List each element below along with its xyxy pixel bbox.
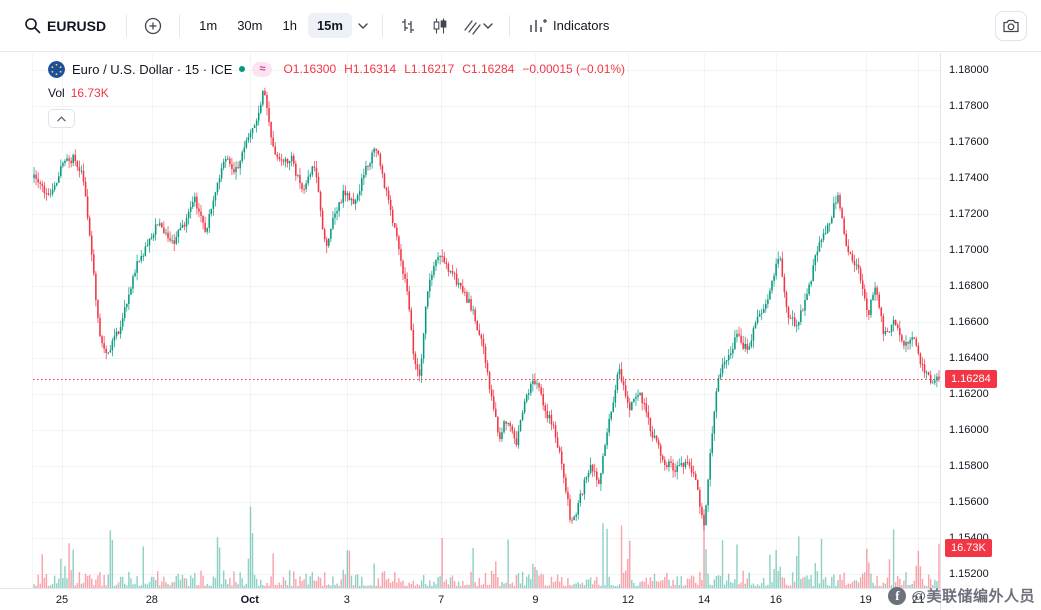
volume-axis-badge: 16.73K [945,539,992,557]
camera-icon [1003,19,1019,32]
indicators-label: Indicators [552,18,610,33]
symbol-legend: Euro / U.S. Dollar · 15 · ICE ≈ O1.16300… [48,59,625,128]
symbol-search-button[interactable]: EURUSD [14,11,116,40]
last-price-badge: 1.16284 [945,369,997,388]
time-tick-label: 25 [55,594,69,606]
ohlc-values: O1.16300 H1.16314 L1.16217 C1.16284 −0.0… [283,62,625,76]
line-style-menu-button[interactable] [457,12,499,40]
interval-menu-button[interactable] [354,19,372,33]
interval-button-1h[interactable]: 1h [273,13,305,38]
symbol-label: EURUSD [47,17,107,34]
price-tick-label: 1.17200 [949,207,989,220]
time-tick-label: 12 [621,594,635,606]
search-icon [25,18,41,34]
time-tick-label: 9 [532,594,539,606]
chart-pane [33,53,940,588]
chevron-down-icon [358,22,368,29]
time-tick-label: 21 [912,594,925,606]
ohlc-change: −0.00015 (−0.01%) [522,62,626,76]
price-tick-label: 1.18000 [949,63,989,76]
price-tick-label: 1.15600 [949,495,989,508]
candles-style-icon [433,18,447,33]
toolbar-separator [179,14,181,37]
price-tick-label: 1.16200 [949,387,989,400]
price-tick-label: 1.17400 [949,171,989,184]
market-status-dot [239,66,246,72]
time-tick-label: 19 [859,594,872,606]
ohlc-close: C1.16284 [462,62,515,76]
price-tick-label: 1.17800 [949,99,989,112]
toolbar-separator [126,14,128,37]
price-tick-label: 1.16800 [949,279,989,292]
interval-button-1m[interactable]: 1m [190,13,226,38]
toolbar-separator [508,14,510,37]
compare-add-symbol-button[interactable] [137,11,169,41]
price-tick-label: 1.15200 [949,567,989,580]
time-tick-label: 28 [145,594,158,606]
wave-badge: ≈ [252,61,273,77]
screenshot-button[interactable] [995,10,1027,41]
ohlc-open: O1.16300 [283,62,337,76]
time-tick-label: 3 [343,594,350,606]
ohlc-high: H1.16314 [344,62,397,76]
compare-plus-icon [144,17,162,34]
candlestick-chart-canvas[interactable] [33,53,940,588]
time-tick-label: Oct [240,594,259,606]
symbol-title[interactable]: Euro / U.S. Dollar · 15 · ICE [72,61,233,77]
price-tick-label: 1.17000 [949,243,989,256]
price-tick-label: 1.16600 [949,315,989,328]
price-tick-label: 1.16400 [949,351,989,364]
chevron-up-icon [57,115,66,121]
eu-flag-icon [48,60,65,78]
time-tick-label: 16 [769,594,782,606]
price-tick-label: 1.16000 [949,423,989,436]
ohlc-bars-icon [401,18,414,33]
volume-label: Vol [48,86,65,100]
time-axis[interactable]: 25 28 Oct 3 7 9 12 14 16 19 21 [0,588,1041,610]
indicators-button[interactable]: Indicators [520,11,617,40]
interval-button-15m[interactable]: 15m [307,13,352,38]
legend-collapse-button[interactable] [48,109,75,128]
price-tick-label: 1.17600 [949,135,989,148]
price-tick-label: 1.15800 [949,459,989,472]
collapsed-drawing-toolbar-divider [32,53,33,610]
ohlc-low: L1.16217 [404,62,455,76]
time-tick-label: 14 [698,594,711,606]
top-toolbar: EURUSD 1m 30m 1h 15m [0,0,1041,52]
interval-button-30m[interactable]: 30m [228,13,271,38]
line-style-icon [464,19,481,35]
time-tick-label: 7 [438,594,445,606]
chevron-down-icon [483,22,493,29]
volume-value: 16.73K [70,86,109,100]
indicators-icon [530,19,547,32]
price-axis[interactable]: 1.16284 16.73K 1.18000 1.17800 1.17600 1.17… [940,53,1041,610]
ohlc-bars-style-button[interactable] [393,12,423,40]
toolbar-separator [381,14,383,37]
candles-style-button[interactable] [425,12,455,40]
